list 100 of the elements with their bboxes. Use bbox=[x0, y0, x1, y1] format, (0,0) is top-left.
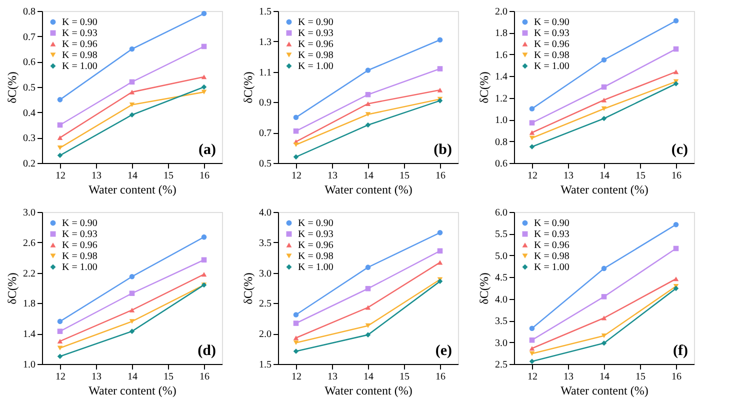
annotation: (c) bbox=[671, 142, 688, 158]
y-tick-label: 5.5 bbox=[495, 229, 508, 240]
point bbox=[437, 66, 443, 72]
point bbox=[57, 97, 63, 102]
legend-label: K = 1.00 bbox=[298, 61, 334, 72]
legend-label: K = 0.98 bbox=[298, 251, 334, 262]
x-tick-label: 14 bbox=[364, 372, 374, 382]
point bbox=[601, 340, 607, 346]
point bbox=[57, 146, 63, 150]
legend-label: K = 0.93 bbox=[62, 229, 98, 240]
legend-label: K = 1.00 bbox=[534, 61, 570, 72]
x-tick-label: 13 bbox=[328, 372, 338, 382]
x-axis-title: Water content (%) bbox=[324, 384, 412, 398]
x-axis-title: Water content (%) bbox=[560, 384, 648, 398]
x-tick-label: 15 bbox=[636, 372, 646, 382]
point bbox=[529, 351, 535, 356]
legend-label: K = 0.90 bbox=[62, 17, 98, 28]
point bbox=[437, 260, 443, 265]
point bbox=[129, 90, 135, 94]
point bbox=[529, 337, 535, 343]
y-tick-label: 0.5 bbox=[23, 82, 36, 94]
y-tick-label: 0.4 bbox=[23, 108, 36, 119]
legend-label: K = 0.96 bbox=[534, 39, 570, 50]
point bbox=[437, 88, 443, 92]
y-tick-label: 1.4 bbox=[23, 329, 36, 340]
point bbox=[129, 112, 135, 118]
x-tick-label: 16 bbox=[200, 170, 210, 182]
y-axis-title: δC(%) bbox=[477, 72, 491, 104]
legend-label: K = 0.96 bbox=[298, 39, 334, 50]
y-axis-title: δC(%) bbox=[477, 272, 491, 304]
point bbox=[129, 274, 135, 280]
legend-label: K = 0.93 bbox=[534, 229, 570, 240]
legend-label: K = 0.98 bbox=[62, 251, 98, 262]
point bbox=[365, 112, 371, 117]
legend-label: K = 1.00 bbox=[534, 262, 570, 273]
point bbox=[365, 101, 371, 106]
annotation: (d) bbox=[198, 343, 216, 359]
x-tick-label: 15 bbox=[400, 170, 410, 182]
y-tick-label: 0.5 bbox=[259, 158, 272, 170]
point bbox=[601, 57, 607, 62]
point bbox=[437, 230, 443, 236]
x-tick-label: 15 bbox=[164, 372, 174, 382]
x-tick-label: 14 bbox=[128, 372, 138, 382]
x-tick-label: 16 bbox=[436, 372, 446, 382]
point bbox=[529, 120, 535, 126]
legend-label: K = 0.90 bbox=[298, 218, 334, 229]
point bbox=[129, 308, 135, 312]
point bbox=[673, 276, 679, 282]
x-tick-label: 12 bbox=[292, 372, 302, 382]
y-tick-label: 1.1 bbox=[259, 67, 272, 78]
point bbox=[57, 338, 63, 344]
y-tick-label: 1.2 bbox=[495, 93, 508, 104]
y-tick-label: 1.5 bbox=[259, 6, 272, 18]
legend-label: K = 0.93 bbox=[62, 28, 98, 39]
legend-label: K = 0.93 bbox=[534, 28, 570, 39]
x-tick-label: 12 bbox=[56, 372, 66, 382]
y-tick-label: 3.0 bbox=[495, 338, 508, 349]
y-tick-label: 2.0 bbox=[259, 329, 272, 340]
point bbox=[293, 114, 299, 120]
y-tick-label: 0.8 bbox=[23, 6, 36, 18]
point bbox=[201, 74, 207, 80]
legend-label: K = 0.98 bbox=[62, 50, 98, 61]
y-tick-label: 6.0 bbox=[495, 208, 508, 218]
x-tick-label: 13 bbox=[564, 170, 574, 182]
x-tick-label: 13 bbox=[328, 170, 338, 182]
x-tick-label: 12 bbox=[528, 372, 538, 382]
point bbox=[293, 154, 299, 160]
y-tick-label: 2.5 bbox=[259, 298, 272, 310]
point bbox=[365, 305, 371, 310]
point bbox=[129, 102, 135, 108]
y-axis-title: δC(%) bbox=[241, 72, 255, 104]
point bbox=[201, 272, 207, 277]
point bbox=[57, 152, 63, 158]
y-tick-label: 1.0 bbox=[495, 115, 508, 126]
y-tick-label: 4.5 bbox=[495, 272, 508, 284]
annotation: (a) bbox=[198, 142, 216, 158]
y-tick-label: 2.2 bbox=[23, 268, 36, 280]
point bbox=[529, 346, 535, 351]
y-tick-label: 0.3 bbox=[23, 133, 36, 144]
point bbox=[673, 222, 679, 228]
legend-label: K = 0.90 bbox=[298, 17, 334, 28]
y-tick-label: 0.9 bbox=[259, 98, 272, 109]
y-tick-label: 0.8 bbox=[495, 136, 508, 148]
legend-label: K = 0.96 bbox=[62, 240, 98, 251]
annotation: (f) bbox=[673, 343, 688, 359]
point bbox=[365, 264, 371, 270]
point bbox=[529, 358, 535, 364]
y-axis-title: δC(%) bbox=[5, 272, 19, 304]
point bbox=[201, 90, 207, 94]
point bbox=[57, 328, 63, 334]
y-tick-label: 5.0 bbox=[495, 250, 508, 262]
point bbox=[293, 336, 299, 340]
point bbox=[201, 257, 207, 263]
point bbox=[293, 142, 299, 148]
x-tick-label: 15 bbox=[164, 170, 174, 182]
y-tick-label: 2.6 bbox=[23, 238, 36, 249]
legend-label: K = 1.00 bbox=[62, 61, 98, 72]
point bbox=[529, 130, 535, 135]
legend-label: K = 0.93 bbox=[298, 229, 334, 240]
y-tick-label: 1.8 bbox=[23, 298, 36, 310]
